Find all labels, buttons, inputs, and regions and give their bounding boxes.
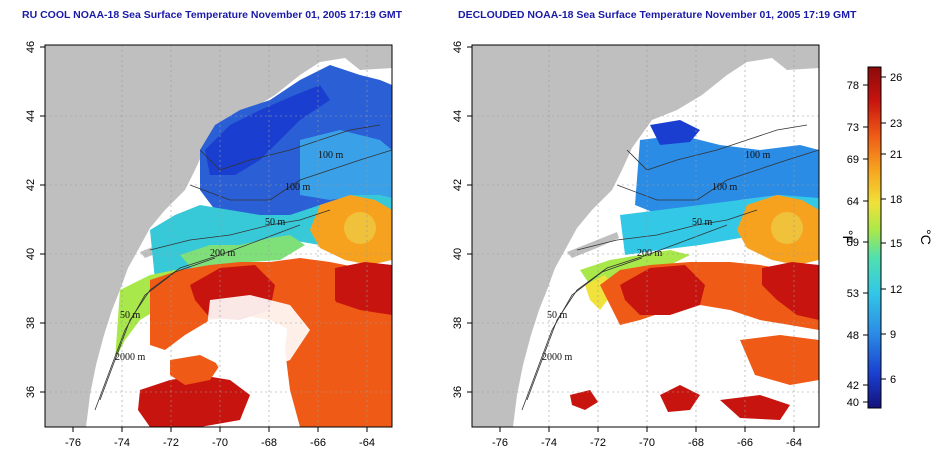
colorbar-c-tick: 15: [890, 238, 902, 250]
right-x-tick: -72: [590, 437, 606, 449]
right-y-tick: 36: [452, 386, 464, 398]
right-contour-label: 50 m: [547, 310, 568, 321]
colorbar-f-tick: 42: [847, 380, 859, 392]
colorbar-f-tick: 78: [847, 80, 859, 92]
left-x-tick: -66: [310, 437, 326, 449]
right-map-title: DECLOUDED NOAA-18 Sea Surface Temperatur…: [458, 9, 857, 21]
right-y-tick: 40: [452, 248, 464, 260]
right-x-tick: -66: [737, 437, 753, 449]
colorbar-celsius-unit: °C: [918, 229, 934, 245]
left-contour-label: 200 m: [210, 248, 236, 259]
colorbar-f-tick: 59: [847, 237, 859, 249]
left-y-tick: 36: [25, 386, 37, 398]
right-x-tick: -64: [786, 437, 802, 449]
right-land-mass: [472, 45, 819, 427]
colorbar-f-tick: 40: [847, 397, 859, 409]
left-x-tick: -74: [114, 437, 130, 449]
colorbar-f-tick: 69: [847, 154, 859, 166]
colorbar-c-tick: 21: [890, 149, 902, 161]
right-x-tick: -74: [541, 437, 557, 449]
left-contour-label: 50 m: [265, 217, 286, 228]
left-land-mass: [45, 45, 392, 427]
left-map-title: RU COOL NOAA-18 Sea Surface Temperature …: [22, 9, 403, 21]
right-contour-label: 50 m: [692, 217, 713, 228]
right-contour-label: 100 m: [745, 150, 771, 161]
colorbar-c-tick: 12: [890, 284, 902, 296]
left-contour-label: 100 m: [285, 182, 311, 193]
colorbar-f-tick: 53: [847, 288, 859, 300]
right-contour-label: 2000 m: [542, 352, 573, 363]
colorbar-f-tick: 64: [847, 196, 859, 208]
left-y-tick: 42: [25, 179, 37, 191]
right-y-tick: 46: [452, 41, 464, 53]
left-x-tick: -64: [359, 437, 375, 449]
left-contour-label: 100 m: [318, 150, 344, 161]
right-contour-label: 100 m: [712, 182, 738, 193]
colorbar-f-tick: 73: [847, 122, 859, 134]
left-x-tick: -72: [163, 437, 179, 449]
right-long-island: [567, 232, 619, 258]
colorbar-fahrenheit-unit: °F: [840, 230, 856, 244]
left-contour-label: 50 m: [120, 310, 141, 321]
right-x-tick: -68: [688, 437, 704, 449]
colorbar-f-tick: 48: [847, 330, 859, 342]
right-y-tick: 38: [452, 317, 464, 329]
colorbar-c-tick: 18: [890, 194, 902, 206]
colorbar-gradient: [867, 66, 882, 409]
right-y-tick: 42: [452, 179, 464, 191]
left-y-tick: 44: [25, 110, 37, 122]
colorbar: 78 73 69 64 59 53 48 42 40 26 23 21 18 1…: [840, 66, 934, 409]
left-x-tick: -76: [65, 437, 81, 449]
colorbar-c-tick: 9: [890, 329, 896, 341]
colorbar-c-tick: 26: [890, 72, 902, 84]
left-y-tick: 46: [25, 41, 37, 53]
left-contour-label: 2000 m: [115, 352, 146, 363]
colorbar-c-tick: 6: [890, 374, 896, 386]
left-x-tick: -70: [212, 437, 228, 449]
left-y-tick: 38: [25, 317, 37, 329]
left-x-tick: -68: [261, 437, 277, 449]
left-y-tick: 40: [25, 248, 37, 260]
right-x-tick: -76: [492, 437, 508, 449]
right-x-tick: -70: [639, 437, 655, 449]
left-map: 100 m 100 m 50 m 200 m 50 m 2000 m -76 -…: [25, 41, 393, 449]
right-cold-water: [635, 135, 819, 215]
right-map: 100 m 100 m 50 m 200 m 50 m 2000 m -76 -…: [452, 41, 820, 449]
right-y-tick: 44: [452, 110, 464, 122]
colorbar-c-tick: 23: [890, 118, 902, 130]
right-contour-label: 200 m: [637, 248, 663, 259]
